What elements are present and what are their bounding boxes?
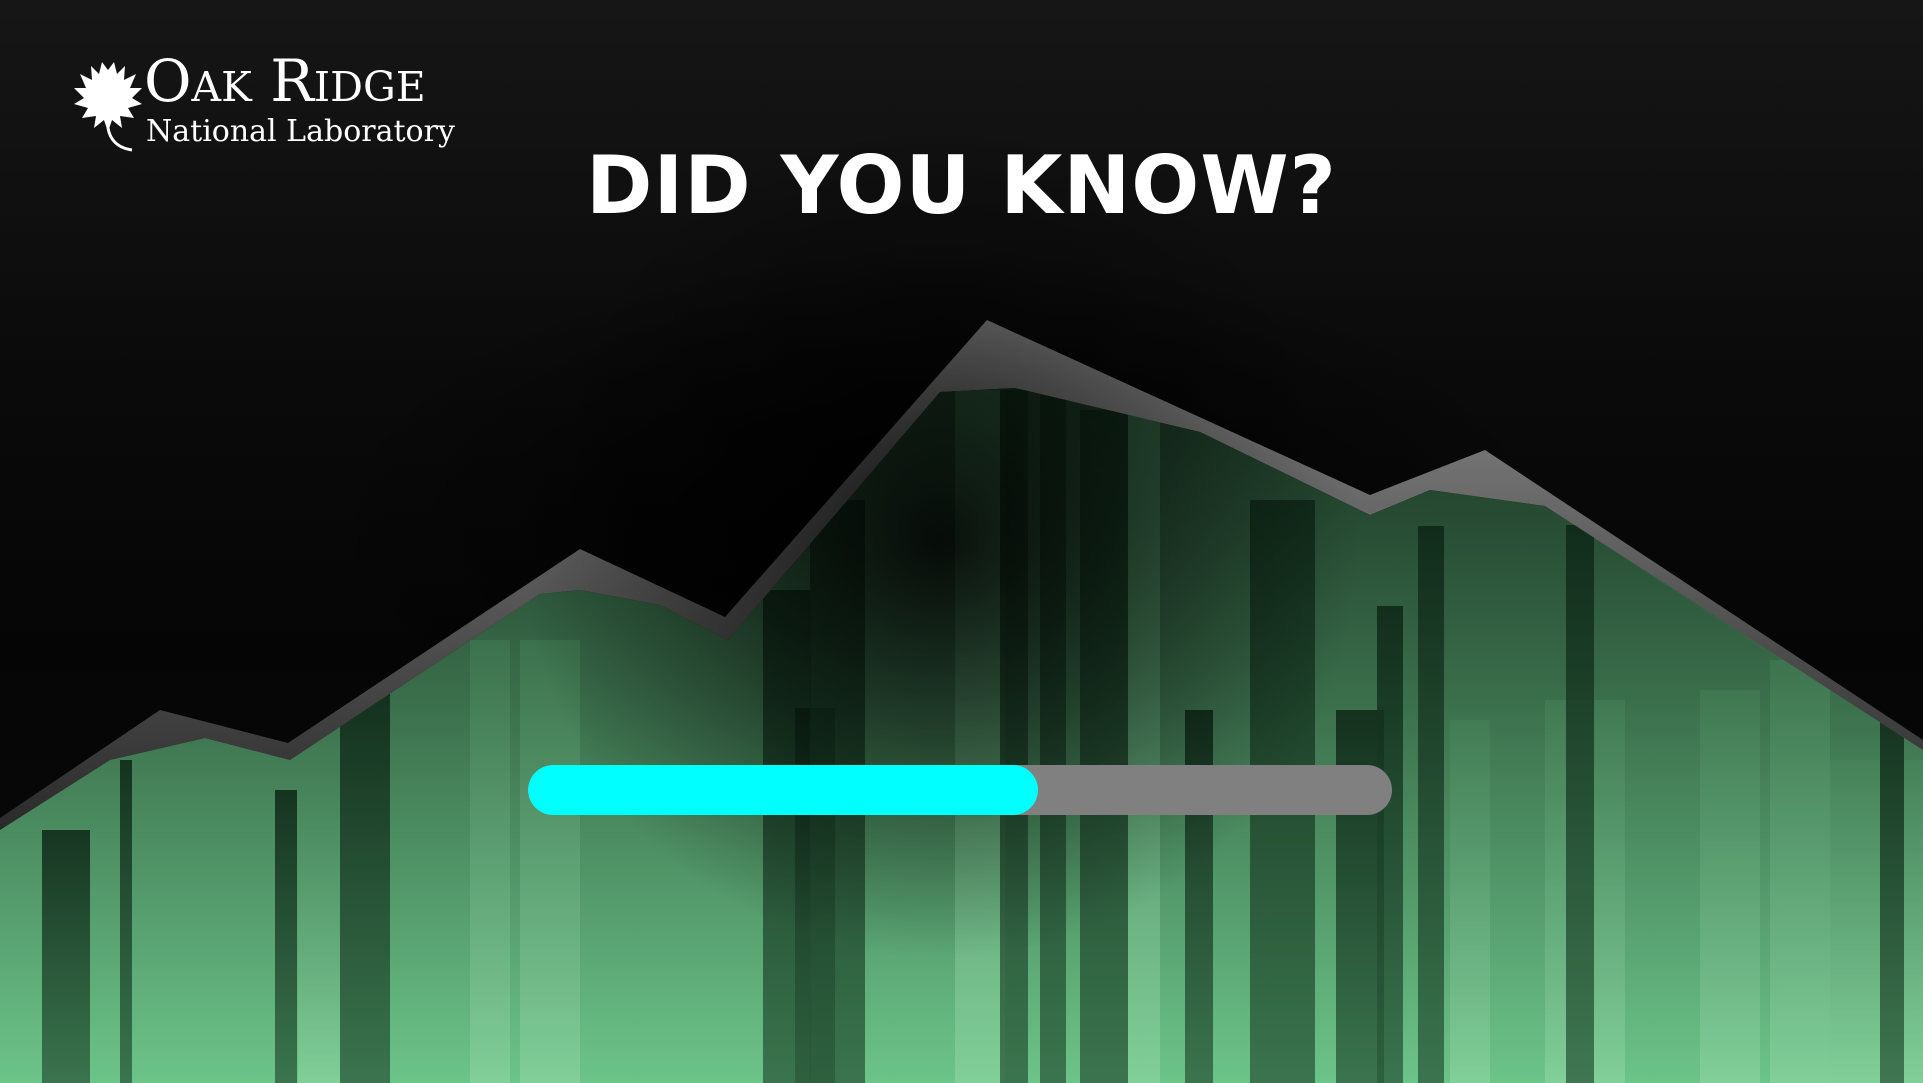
loading-progress-fill: [528, 765, 1038, 815]
did-you-know-heading: DID YOU KNOW?: [586, 139, 1337, 232]
loading-progress-bar: [528, 765, 1392, 815]
oak-leaf-icon: [74, 62, 142, 152]
logo-title: Oak Ridge: [144, 47, 426, 115]
logo-subtitle: National Laboratory: [146, 114, 455, 149]
oak-ridge-logo: Oak Ridge National Laboratory: [70, 48, 490, 162]
